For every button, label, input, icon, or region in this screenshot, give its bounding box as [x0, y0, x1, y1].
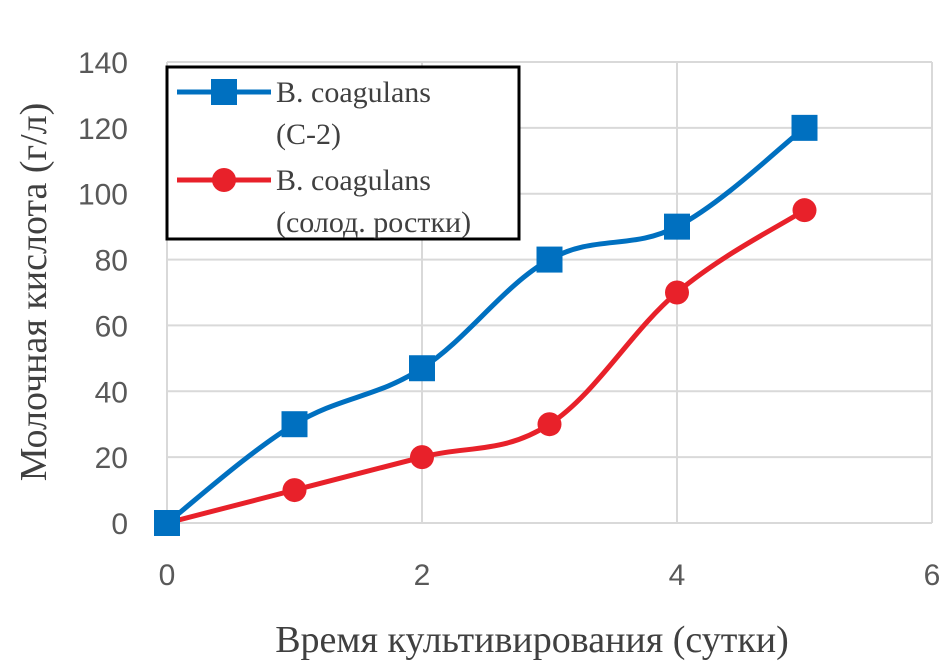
x-axis-tick-labels: 0 2 4 6	[159, 559, 941, 592]
y-axis-title: Молочная кислота (г/л)	[13, 103, 55, 482]
data-series	[154, 114, 818, 536]
y-tick-label: 60	[95, 310, 128, 343]
y-axis-tick-labels: 0 20 40 60 80 100 120 140	[78, 47, 128, 541]
x-tick-label: 2	[414, 559, 431, 592]
data-point	[791, 114, 818, 141]
legend: B. coagulans (С-2) B. coagulans (солод. рос…	[165, 65, 521, 241]
data-point	[282, 478, 307, 503]
data-point	[409, 355, 435, 382]
x-axis-title: Время культивирования (сутки)	[275, 619, 789, 661]
x-tick-label: 6	[924, 559, 941, 592]
y-tick-label: 100	[78, 179, 128, 212]
y-tick-label: 40	[95, 376, 128, 409]
legend-label: (солод. ростки)	[276, 206, 471, 239]
y-tick-label: 0	[111, 508, 128, 541]
data-point	[154, 510, 180, 536]
y-tick-label: 140	[78, 47, 128, 80]
legend-label: B. coagulans	[276, 76, 431, 109]
y-tick-label: 80	[95, 245, 128, 278]
data-point	[665, 280, 689, 305]
data-point	[664, 213, 690, 240]
legend-label: B. coagulans	[276, 164, 431, 197]
series-2	[155, 198, 817, 535]
y-tick-label: 120	[78, 113, 128, 146]
data-point	[281, 411, 308, 438]
legend-swatch-marker	[211, 79, 237, 105]
data-point	[537, 412, 562, 437]
legend-swatch-marker	[212, 168, 236, 192]
data-point	[536, 246, 563, 273]
legend-entry: B. coagulans (С-2)	[177, 76, 431, 151]
series-line	[165, 125, 807, 525]
x-tick-label: 0	[159, 559, 176, 592]
x-tick-label: 4	[669, 559, 686, 592]
data-point	[792, 198, 817, 223]
legend-entry: B. coagulans (солод. ростки)	[177, 164, 471, 239]
legend-label: (С-2)	[276, 118, 341, 151]
series-1	[154, 114, 818, 536]
series-line	[166, 208, 806, 526]
y-tick-label: 20	[95, 442, 128, 475]
data-point	[410, 445, 434, 470]
